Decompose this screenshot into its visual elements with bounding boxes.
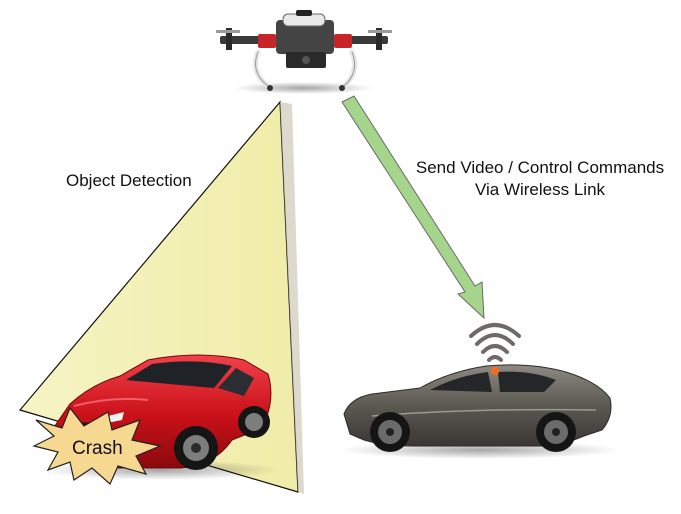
send-video-line-2: Via Wireless Link <box>474 180 606 199</box>
drone-icon <box>216 10 392 94</box>
crash-label: Crash <box>72 438 123 459</box>
gray-car-icon <box>340 364 620 459</box>
send-video-line-1: Send Video / Control Commands <box>415 158 665 177</box>
wireless-arrow <box>341 95 485 320</box>
send-video-label: Send Video / Control Commands Via Wirele… <box>395 157 681 201</box>
object-detection-label: Object Detection <box>66 171 192 190</box>
crash-burst-icon <box>32 406 163 485</box>
wifi-signal-icon <box>469 323 521 375</box>
